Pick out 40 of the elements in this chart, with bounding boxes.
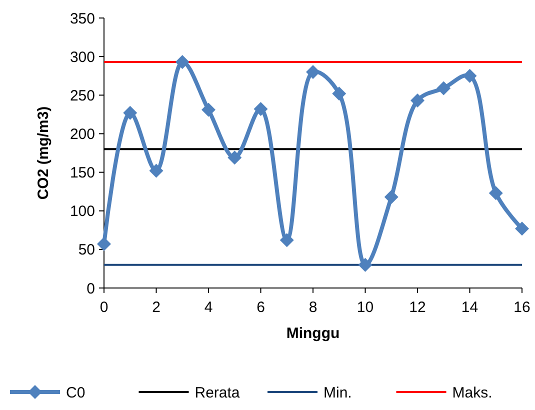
x-tick-label: 14: [461, 299, 478, 316]
point: [488, 186, 503, 200]
x-tick-label: 12: [409, 299, 426, 316]
x-axis-title: Minggu: [286, 325, 340, 342]
point: [97, 237, 111, 252]
point: [515, 222, 529, 236]
y-tick-label: 150: [70, 164, 95, 182]
point: [306, 65, 320, 79]
legend-label: Min.: [324, 384, 352, 402]
point: [410, 94, 424, 108]
legend-label: Rerata: [194, 384, 240, 402]
x-tick-label: 16: [514, 299, 530, 316]
y-tick-label: 300: [70, 48, 95, 66]
y-axis-title: CO2 (mg/m3): [35, 106, 52, 200]
x-tick-label: 2: [152, 299, 160, 316]
point: [123, 106, 138, 120]
point: [254, 102, 268, 116]
point: [202, 102, 216, 117]
x-tick-label: 10: [356, 299, 374, 316]
x-tick-label: 8: [308, 299, 318, 316]
point: [149, 164, 164, 178]
y-tick-label: 250: [70, 87, 95, 104]
legend-label: C0: [66, 384, 86, 402]
y-tick-label: 200: [70, 126, 95, 143]
point: [358, 258, 372, 272]
legend-label: Maks.: [452, 384, 492, 402]
point: [228, 150, 242, 165]
y-tick-label: 350: [70, 10, 95, 28]
y-tick-label: 100: [70, 203, 95, 220]
x-tick-label: 0: [100, 299, 108, 316]
point: [280, 233, 294, 248]
y-tick-label: 50: [78, 242, 95, 259]
point: [175, 54, 190, 69]
y-tick-label: 0: [86, 280, 95, 298]
point: [332, 86, 346, 101]
point: [436, 81, 451, 96]
x-tick-label: 4: [204, 299, 213, 316]
point: [384, 190, 398, 204]
x-tick-label: 6: [256, 299, 265, 316]
point: [462, 68, 477, 83]
